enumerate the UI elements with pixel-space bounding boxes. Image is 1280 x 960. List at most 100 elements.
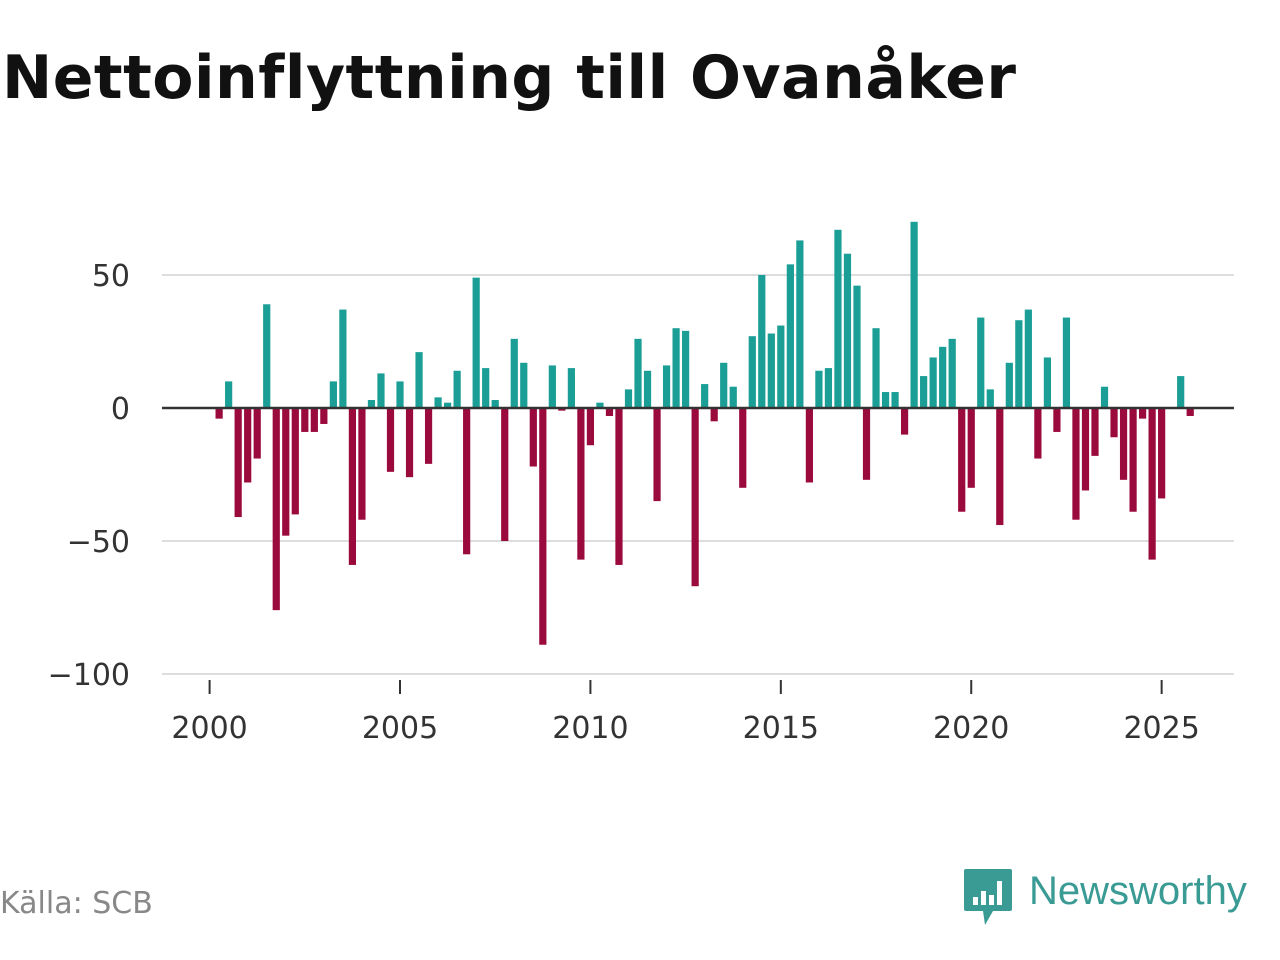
- bar: [358, 408, 366, 520]
- x-tick-label: 2005: [362, 711, 438, 746]
- bar: [225, 381, 233, 408]
- y-tick-label: 0: [111, 392, 130, 427]
- x-tick-label: 2020: [933, 711, 1009, 746]
- bar: [615, 408, 623, 565]
- bar: [986, 389, 994, 408]
- bar: [672, 328, 680, 408]
- bar: [1062, 317, 1071, 408]
- bar: [996, 408, 1004, 526]
- bar: [929, 357, 937, 408]
- bar: [272, 408, 280, 611]
- bar: [453, 370, 461, 408]
- bar: [739, 408, 747, 488]
- bar: [701, 384, 709, 408]
- bar: [786, 264, 794, 408]
- bar: [843, 253, 852, 408]
- bar-chart: 50 0 −50 −100 2000 2005 2010 2015 2020 2025: [48, 221, 1234, 746]
- bar: [796, 240, 804, 408]
- bar: [1053, 408, 1061, 432]
- bar: [548, 365, 556, 408]
- bar: [482, 368, 490, 408]
- bar: [434, 397, 442, 408]
- bar: [1043, 357, 1051, 408]
- bar: [872, 328, 880, 408]
- bar: [491, 400, 499, 408]
- brand-name: Newsworthy: [1029, 868, 1247, 913]
- bar: [1158, 408, 1166, 499]
- bar: [577, 408, 585, 560]
- bar: [720, 362, 728, 408]
- bar: [282, 408, 290, 536]
- bar: [386, 408, 395, 472]
- bar: [444, 402, 452, 408]
- bar: [539, 408, 547, 645]
- bar: [777, 325, 785, 408]
- bar: [862, 408, 871, 480]
- bar: [348, 408, 357, 565]
- bar: [596, 402, 604, 408]
- chart-title: Nettoinflyttning till Ovanåker: [2, 43, 1017, 113]
- bar: [377, 373, 385, 408]
- bar: [1100, 386, 1109, 408]
- bar: [900, 408, 909, 435]
- bar: [567, 368, 575, 408]
- bar: [977, 317, 985, 408]
- bar: [891, 392, 899, 408]
- bar: [939, 346, 947, 408]
- newsworthy-logo-icon: [964, 869, 1012, 925]
- x-tick-label: 2025: [1123, 711, 1199, 746]
- bar: [510, 338, 518, 408]
- bar: [643, 370, 652, 408]
- bar: [405, 408, 414, 478]
- bar: [301, 408, 309, 432]
- y-tick-label: 50: [92, 259, 130, 294]
- bar: [329, 381, 337, 408]
- x-tick-label: 2010: [552, 711, 628, 746]
- bar: [263, 304, 271, 408]
- bar: [748, 336, 756, 408]
- bar: [758, 275, 766, 408]
- bar: [1110, 408, 1118, 438]
- bar: [834, 229, 842, 408]
- bar: [253, 408, 261, 459]
- bar: [1024, 309, 1032, 408]
- bar: [472, 277, 480, 408]
- bar: [1005, 362, 1013, 408]
- bar: [1119, 408, 1128, 480]
- x-axis: 2000 2005 2010 2015 2020 2025: [162, 673, 1234, 746]
- bar: [415, 352, 423, 408]
- bar: [967, 408, 975, 488]
- bar: [234, 408, 242, 518]
- brand-logo: Newsworthy: [963, 864, 1247, 930]
- bar: [824, 368, 833, 408]
- bar: [1034, 408, 1042, 459]
- bars: [215, 221, 1194, 645]
- bar: [662, 365, 671, 408]
- bar: [1139, 408, 1147, 419]
- bar: [463, 408, 471, 555]
- bar: [367, 400, 376, 408]
- y-tick-label: −100: [48, 658, 130, 693]
- bar: [624, 389, 633, 408]
- bar: [805, 408, 813, 483]
- bar: [520, 362, 528, 408]
- bar: [682, 330, 690, 408]
- bar: [1129, 408, 1137, 512]
- bar: [1148, 408, 1156, 560]
- bar: [1072, 408, 1080, 520]
- bar: [558, 408, 566, 411]
- bar: [910, 221, 918, 408]
- bar: [691, 408, 699, 587]
- bar: [339, 309, 347, 408]
- bar: [310, 408, 318, 432]
- bar: [815, 370, 823, 408]
- bar: [853, 285, 861, 408]
- bar: [948, 338, 956, 408]
- bar: [920, 376, 928, 408]
- bar: [291, 408, 299, 515]
- bar: [958, 408, 966, 512]
- bar: [653, 408, 661, 502]
- bar: [710, 408, 718, 422]
- bar: [767, 333, 775, 408]
- bar: [1186, 408, 1194, 416]
